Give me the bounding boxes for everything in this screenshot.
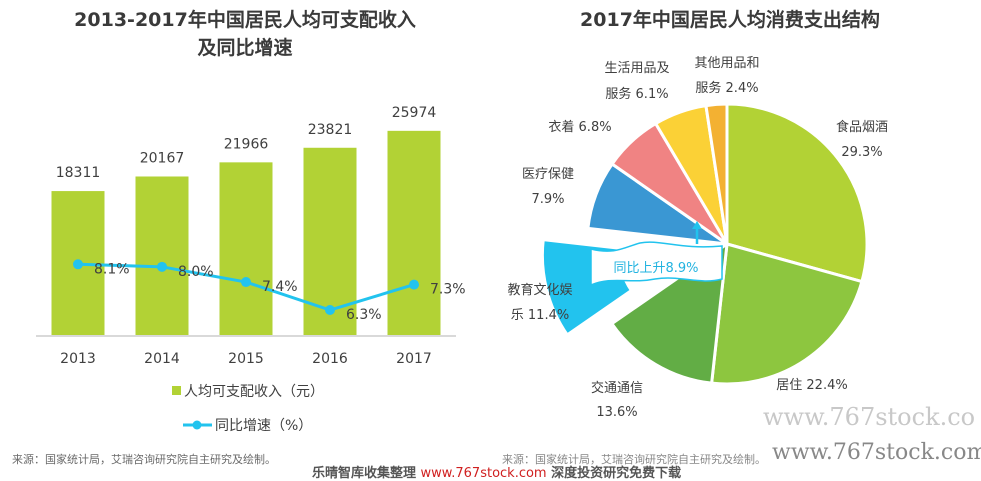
growth-label-2015: 7.4% [262, 279, 298, 295]
pie-label-2-line-2: 13.6% [596, 405, 637, 420]
bar-2015 [219, 162, 273, 335]
annotation-text: 同比上升8.9% [613, 261, 698, 276]
annotation-banner [590, 241, 723, 287]
annotation-arrow-up-icon [692, 221, 702, 229]
pie-label-4-line-1: 医疗保健 [522, 167, 574, 182]
pie-label-3-line-1: 教育文化娱 [507, 282, 572, 298]
pie-label-5-line-1: 衣着 6.8% [548, 119, 611, 135]
pie-label-3-line-2: 乐 11.4% [511, 308, 569, 323]
bar-value-label-2017: 25974 [392, 105, 437, 121]
growth-point-2017 [409, 279, 419, 290]
pie-label-6-line-2: 服务 6.1% [605, 86, 668, 102]
pie-label-0-line-2: 29.3% [841, 145, 882, 160]
growth-label-2014: 8.0% [178, 264, 214, 280]
legend-line-marker [192, 420, 202, 430]
growth-point-2015 [241, 277, 251, 288]
pie-chart-source: 来源：国家统计局，艾瑞咨询研究院自主研究及绘制。 [502, 453, 766, 466]
legend-bar-swatch [172, 386, 181, 395]
x-tick-label-2015: 2015 [228, 351, 264, 367]
growth-label-2017: 7.3% [430, 282, 466, 298]
bar-value-label-2015: 21966 [224, 136, 269, 152]
bar-2014 [135, 176, 189, 335]
bar-value-label-2014: 20167 [140, 150, 185, 166]
pie-slice-7 [704, 102, 729, 246]
pie-label-4-line-2: 7.9% [531, 192, 564, 207]
watermark-strip-prefix: 乐晴智库收集整理 [312, 466, 417, 481]
pie-label-0-line-1: 食品烟酒 [836, 119, 888, 135]
bar-2017 [387, 130, 441, 335]
growth-label-2013: 8.1% [94, 261, 130, 277]
x-tick-label-2014: 2014 [144, 351, 180, 367]
pie-slice-1 [710, 242, 864, 386]
growth-point-2013 [73, 259, 83, 270]
bar-value-label-2013: 18311 [56, 165, 101, 181]
bar-chart-title: 2013-2017年中国居民人均可支配收入 及同比增速 [30, 6, 460, 62]
pie-chart-title: 2017年中国居民人均消费支出结构 [580, 9, 880, 31]
pie-label-2-line-1: 交通通信 [591, 380, 643, 396]
pie-label-6-line-1: 生活用品及 [604, 61, 669, 76]
bar-chart-source: 来源：国家统计局，艾瑞咨询研究院自主研究及绘制。 [12, 453, 276, 466]
growth-point-2016 [325, 305, 335, 315]
watermark-strip-suffix: 深度投资研究免费下载 [551, 466, 682, 481]
pie-label-7-line-2: 服务 2.4% [695, 80, 758, 96]
bar-chart-title-line-2: 及同比增速 [197, 37, 293, 59]
watermark-strip-url: www.767stock.com [420, 466, 547, 481]
growth-label-2016: 6.3% [346, 307, 382, 323]
pie-label-7-line-1: 其他用品和 [694, 56, 759, 71]
watermark-light: www.767stock.co [763, 403, 976, 431]
bar-chart-title-line-1: 2013-2017年中国居民人均可支配收入 [74, 9, 416, 31]
pie-label-1-line-1: 居住 22.4% [776, 378, 847, 393]
growth-point-2014 [157, 261, 167, 272]
legend-line-label: 同比增速（%） [215, 418, 312, 434]
bar-value-label-2016: 23821 [308, 122, 353, 138]
x-tick-label-2016: 2016 [312, 351, 348, 367]
legend-bar-label: 人均可支配收入（元） [184, 384, 324, 400]
watermark-dark: www.767stock.com [772, 440, 981, 465]
x-tick-label-2013: 2013 [60, 351, 96, 367]
pie-slice-0 [725, 102, 869, 284]
x-tick-label-2017: 2017 [396, 351, 432, 367]
